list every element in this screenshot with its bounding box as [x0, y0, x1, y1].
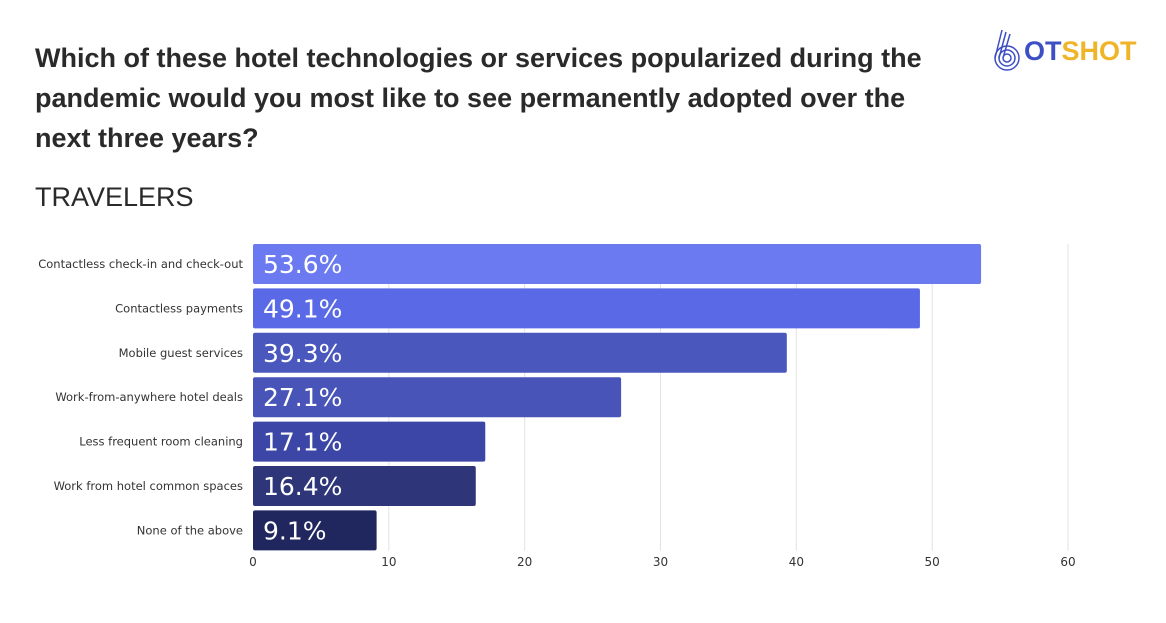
- x-tick-label: 40: [789, 555, 804, 569]
- bar: [253, 332, 787, 373]
- bar: [253, 466, 476, 506]
- bar: [253, 421, 486, 462]
- category-label: Mobile guest services: [119, 346, 243, 360]
- logo-text-yellow: SHOT: [1061, 35, 1137, 66]
- data-label: 9.1%: [263, 516, 327, 545]
- category-label: Work from hotel common spaces: [54, 479, 243, 493]
- bar: [253, 288, 920, 329]
- data-label: 16.4%: [263, 472, 342, 501]
- x-tick-label: 50: [925, 555, 940, 569]
- x-tick-label: 10: [381, 555, 396, 569]
- hotshot-logo: OT SHOT: [992, 28, 1137, 74]
- category-label: Less frequent room cleaning: [79, 435, 243, 449]
- category-label: None of the above: [137, 523, 243, 537]
- data-label: 17.1%: [263, 428, 342, 457]
- data-label: 27.1%: [263, 383, 342, 412]
- chart-subtitle: TRAVELERS: [35, 182, 194, 212]
- bar: [253, 510, 377, 551]
- category-label: Contactless check-in and check-out: [38, 257, 243, 271]
- logo-swirl-icon: [994, 29, 1020, 71]
- bar: [253, 377, 622, 418]
- logo-text-blue: OT: [1024, 35, 1062, 66]
- category-label: Contactless payments: [115, 301, 243, 315]
- bar: [253, 244, 982, 284]
- x-tick-label: 60: [1060, 555, 1075, 569]
- chart-title: Which of these hotel technologies or ser…: [35, 43, 922, 153]
- x-tick-label: 0: [249, 555, 257, 569]
- x-tick-label: 30: [653, 555, 668, 569]
- data-label: 53.6%: [263, 250, 342, 279]
- x-tick-label: 20: [517, 555, 532, 569]
- data-label: 49.1%: [263, 294, 342, 323]
- category-label: Work-from-anywhere hotel deals: [55, 390, 243, 404]
- data-label: 39.3%: [263, 339, 342, 368]
